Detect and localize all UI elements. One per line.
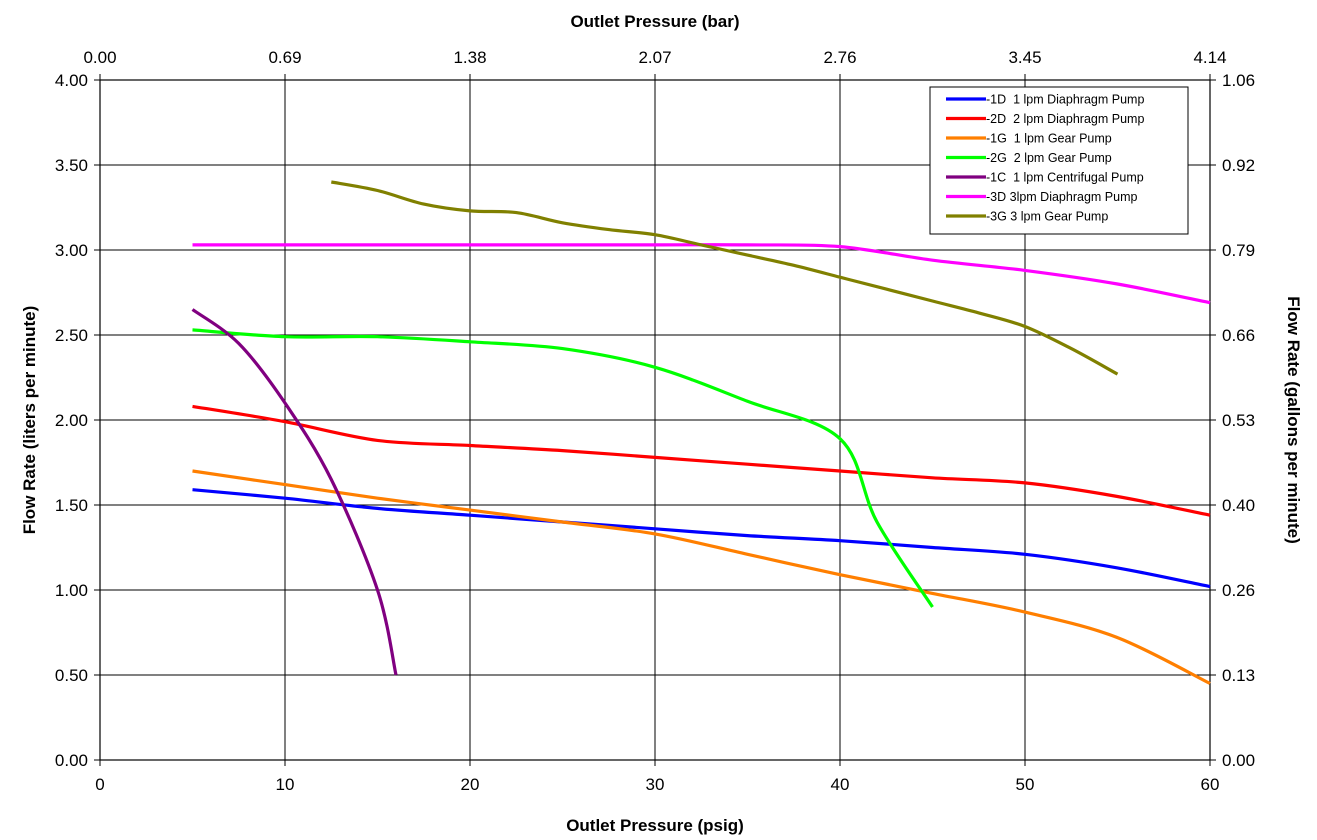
y-right-tick-label: 0.79 <box>1222 241 1255 260</box>
y-right-tick-label: 0.53 <box>1222 411 1255 430</box>
series-line-1 <box>192 404 1211 517</box>
y-tick-label: 0.50 <box>55 666 88 685</box>
legend: -1D 1 lpm Diaphragm Pump -2D 2 lpm Diaphr… <box>929 86 1189 235</box>
y-right-tick-label: 0.26 <box>1222 581 1255 600</box>
legend-label: -1G 1 lpm Gear Pump <box>986 132 1112 146</box>
y-axis-title-left: Flow Rate (liters per minute) <box>20 306 39 535</box>
y-axis-title-right: Flow Rate (gallons per minute) <box>1284 296 1303 543</box>
x-tick-label: 0 <box>95 775 104 794</box>
series-layer <box>191 180 1211 685</box>
x-top-tick-label: 0.69 <box>268 48 301 67</box>
x-top-tick-label: 3.45 <box>1008 48 1041 67</box>
x-tick-label: 20 <box>461 775 480 794</box>
legend-label: -3G 3 lpm Gear Pump <box>986 210 1108 224</box>
y-right-tick-label: 0.00 <box>1222 751 1255 770</box>
x-top-tick-label: 4.14 <box>1193 48 1226 67</box>
series-line-4 <box>191 308 398 676</box>
legend-label: -2D 2 lpm Diaphragm Pump <box>986 112 1144 126</box>
x-top-tick-label: 2.07 <box>638 48 671 67</box>
x-tick-label: 50 <box>1016 775 1035 794</box>
x-tick-label: 60 <box>1201 775 1220 794</box>
y-tick-label: 2.50 <box>55 326 88 345</box>
x-axis-title-bottom: Outlet Pressure (psig) <box>566 816 744 835</box>
y-tick-label: 1.50 <box>55 496 88 515</box>
y-tick-label: 2.00 <box>55 411 88 430</box>
series-line-0 <box>192 488 1211 589</box>
y-tick-label: 1.00 <box>55 581 88 600</box>
legend-label: -2G 2 lpm Gear Pump <box>986 151 1112 165</box>
y-right-tick-label: 1.06 <box>1222 71 1255 90</box>
y-right-tick-label: 0.13 <box>1222 666 1255 685</box>
series-line-3 <box>192 328 934 608</box>
x-top-tick-label: 2.76 <box>823 48 856 67</box>
y-tick-label: 0.00 <box>55 751 88 770</box>
y-right-tick-label: 0.40 <box>1222 496 1255 515</box>
legend-label: -1D 1 lpm Diaphragm Pump <box>986 93 1144 107</box>
x-tick-label: 30 <box>646 775 665 794</box>
x-top-tick-label: 1.38 <box>453 48 486 67</box>
series-line-6 <box>331 180 1119 376</box>
axis-ticks: 0 10 20 30 40 50 600.00 0.69 1.38 2.07 2.76 3.45 4.1… <box>55 48 1255 794</box>
y-tick-label: 3.50 <box>55 156 88 175</box>
grid <box>100 80 1210 760</box>
y-right-tick-label: 0.66 <box>1222 326 1255 345</box>
x-axis-title-top: Outlet Pressure (bar) <box>570 12 739 31</box>
x-tick-label: 40 <box>831 775 850 794</box>
legend-label: -3D 3lpm Diaphragm Pump <box>986 190 1137 204</box>
x-tick-label: 10 <box>276 775 295 794</box>
series-line-2 <box>192 469 1211 685</box>
legend-box <box>929 86 1189 235</box>
y-tick-label: 4.00 <box>55 71 88 90</box>
legend-label: -1C 1 lpm Centrifugal Pump <box>986 171 1144 185</box>
y-right-tick-label: 0.92 <box>1222 156 1255 175</box>
x-top-tick-label: 0.00 <box>83 48 116 67</box>
y-tick-label: 3.00 <box>55 241 88 260</box>
